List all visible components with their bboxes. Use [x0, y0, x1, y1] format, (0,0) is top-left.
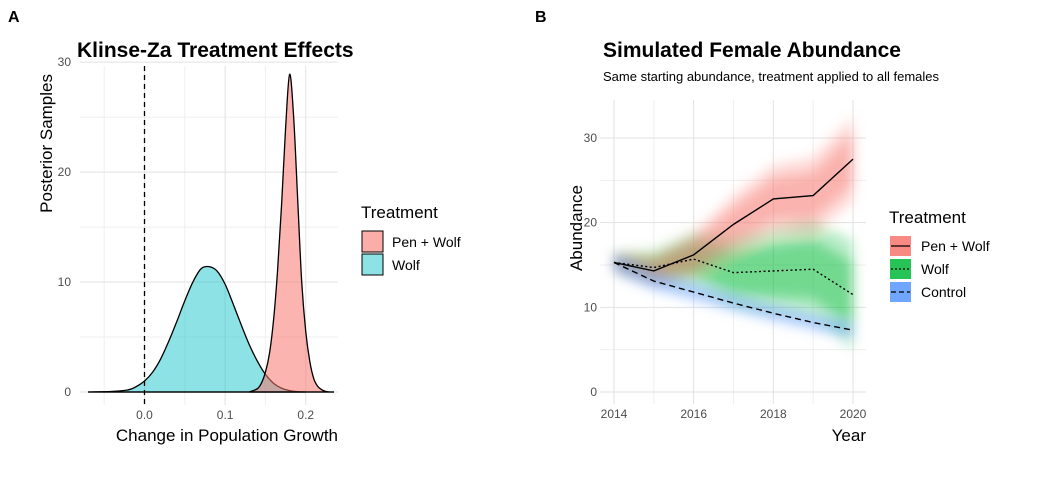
panel-a-legend-title: Treatment [361, 203, 438, 222]
panel-a-x-tick-label: 0.0 [136, 408, 153, 422]
legend-label-pen-wolf: Pen + Wolf [392, 234, 461, 250]
panel-a-title: Klinse-Za Treatment Effects [77, 39, 354, 62]
panel-b-y-tick-label: 10 [584, 300, 598, 314]
legend-item-control-b: Control [890, 282, 966, 302]
panel-b-y-axis-title: Abundance [567, 185, 586, 271]
panel-a-y-tick-label: 10 [58, 275, 72, 289]
panel-b-subtitle: Same starting abundance, treatment appli… [603, 69, 940, 84]
legend-label-wolf: Wolf [392, 257, 420, 273]
panel-a-y-tick-label: 30 [58, 55, 72, 69]
legend-label-control-b: Control [921, 284, 966, 300]
panel-b: B Simulated Female Abundance Same starti… [535, 9, 990, 445]
legend-swatch-wolf [361, 253, 384, 276]
panel-b-y-tick-label: 20 [584, 216, 598, 230]
panel-a-grid [80, 61, 338, 405]
density-area-pen-wolf [249, 73, 334, 393]
band-control [614, 256, 853, 335]
panel-b-x-tick-label: 2018 [760, 407, 787, 421]
panel-b-x-tick-label: 2016 [680, 407, 707, 421]
panel-a-x-tick-label: 0.1 [217, 408, 234, 422]
panel-a-y-tick-label: 20 [58, 165, 72, 179]
panel-b-y-ticks: 0 10 20 30 [584, 131, 598, 399]
panel-a-y-ticks: 0 10 20 30 [58, 55, 72, 399]
panel-b-x-ticks: 2014 2016 2018 2020 [601, 407, 867, 421]
legend-swatch-pen-wolf [361, 230, 384, 253]
line-control [613, 261, 854, 331]
legend-item-pen-wolf: Pen + Wolf [361, 230, 461, 253]
legend-item-wolf: Wolf [361, 253, 420, 276]
panel-b-x-tick-label: 2014 [601, 407, 628, 421]
legend-label-wolf-b: Wolf [921, 261, 949, 277]
legend-item-pen-wolf-b: Pen + Wolf [890, 236, 990, 256]
panel-b-x-axis-title: Year [832, 426, 867, 445]
panel-b-lines [613, 158, 854, 331]
panel-a-tag: A [8, 9, 20, 26]
panel-a: A Klinse-Za Treatment Effects 0.0 0.1 0.2 … [8, 9, 461, 445]
panel-b-y-tick-label: 30 [584, 131, 598, 145]
line-wolf [613, 258, 854, 296]
panel-a-areas [88, 73, 334, 393]
legend-label-pen-wolf-b: Pen + Wolf [921, 238, 990, 254]
panel-a-y-tick-label: 0 [64, 385, 71, 399]
legend-item-wolf-b: Wolf [890, 259, 949, 279]
panel-a-y-axis-title: Posterior Samples [37, 74, 56, 213]
panel-b-tag: B [535, 9, 547, 26]
panel-b-x-tick-label: 2020 [840, 407, 867, 421]
panel-a-x-tick-label: 0.2 [297, 408, 314, 422]
panel-a-x-axis-title: Change in Population Growth [116, 426, 338, 445]
panel-a-legend: Treatment Pen + Wolf Wolf [361, 203, 461, 276]
line-pen-wolf [613, 158, 854, 272]
panel-a-x-ticks: 0.0 0.1 0.2 [136, 408, 314, 422]
band-pen-wolf [614, 116, 853, 287]
panel-b-title: Simulated Female Abundance [603, 39, 901, 62]
panel-b-legend: Treatment Pen + Wolf Wolf Control [889, 208, 990, 302]
panel-b-legend-title: Treatment [889, 208, 966, 227]
panel-b-y-tick-label: 0 [590, 385, 597, 399]
